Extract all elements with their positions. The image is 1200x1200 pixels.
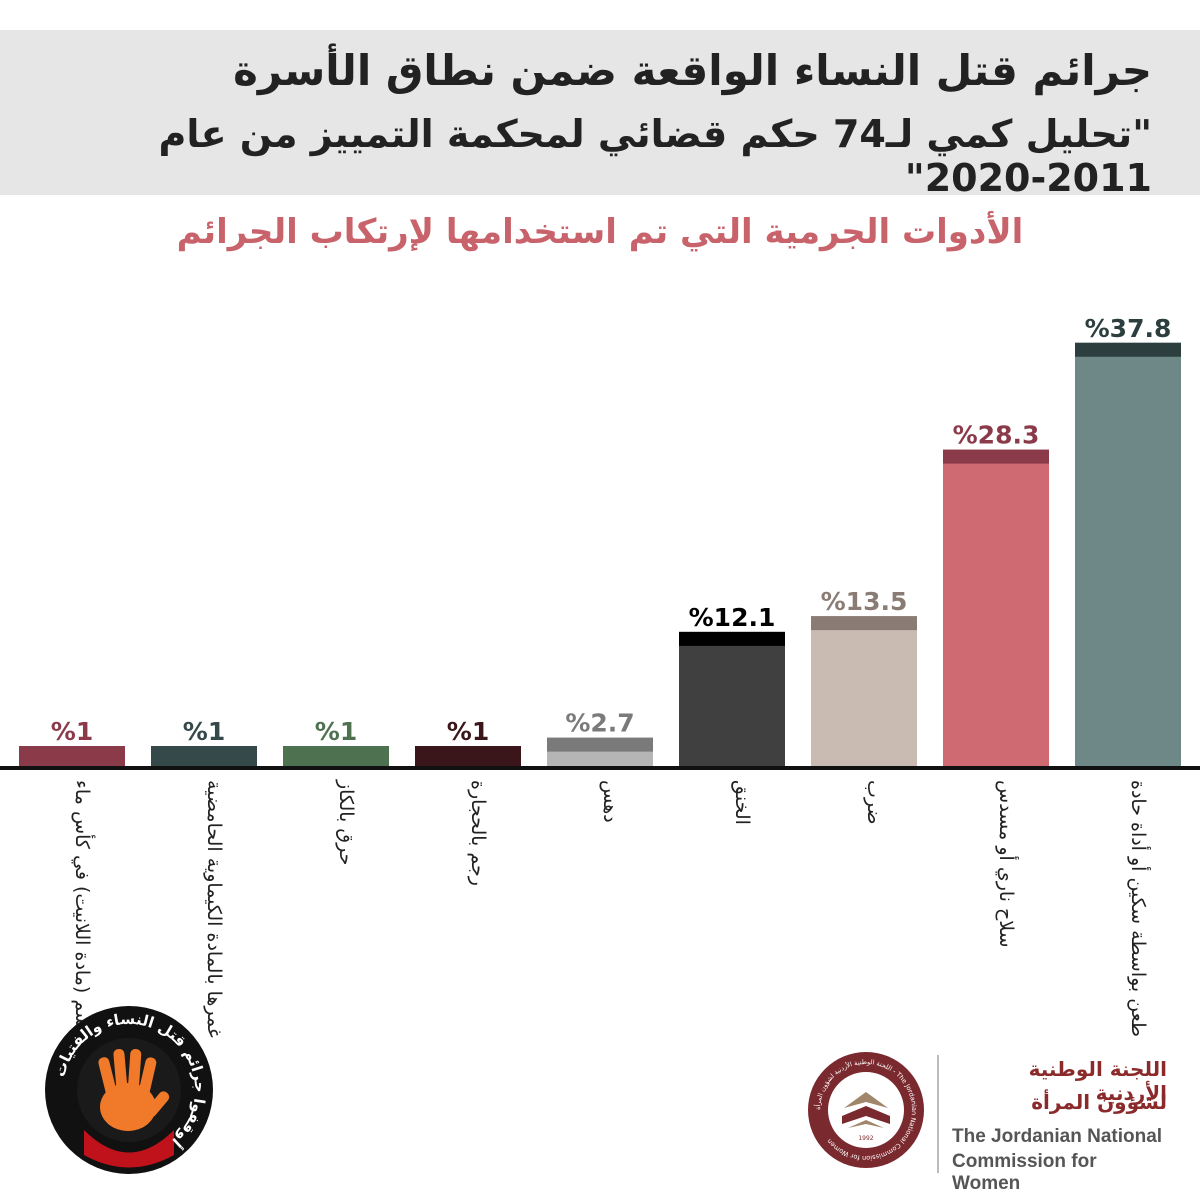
value-label-3: %1: [447, 717, 489, 746]
bar-6: [811, 616, 917, 768]
value-label-0: %1: [51, 717, 93, 746]
bar-cap-2: [283, 746, 389, 760]
value-label-4: %2.7: [565, 709, 634, 738]
value-label-5: %12.1: [689, 603, 776, 632]
chart-title: الأدوات الجرمية التي تم استخدامها لإرتكا…: [176, 212, 1024, 252]
bar-cap-3: [415, 746, 521, 760]
header-subtitle: "تحليل كمي لـ74 حكم قضائي لمحكمة التمييز…: [158, 112, 1153, 200]
hand-icon: [98, 1048, 170, 1131]
commission-name-ar-2: لشؤون المرأة: [1031, 1090, 1167, 1114]
bar-cap-6: [811, 616, 917, 631]
bar-cap-5: [679, 631, 785, 646]
bar-cap-1: [151, 746, 257, 760]
divider: [937, 1055, 939, 1173]
value-label-1: %1: [183, 717, 225, 746]
emblem-year: 1992: [858, 1135, 873, 1142]
bar-7: [943, 449, 1049, 768]
bar-5: [679, 631, 785, 768]
bar-cap-4: [547, 737, 653, 752]
campaign-badge-logo: أوقفوا جرائم قتل النساء والفتيات: [45, 1006, 213, 1174]
category-label-4: دهس: [599, 780, 621, 823]
value-label-2: %1: [315, 717, 357, 746]
bar-chart: %1 %1 %1 %1 %2.7 %12.1 %13.5 %28.3 %37.8: [0, 314, 1200, 770]
commission-name-en-2: Commission for Women: [952, 1151, 1097, 1194]
bar-cap-8: [1075, 342, 1181, 357]
category-label-5: الخنق: [731, 780, 753, 825]
value-label-7: %28.3: [953, 421, 1040, 450]
bar-cap-0: [19, 746, 125, 760]
category-label-2: حرق بالكاز: [335, 780, 357, 866]
commission-name-ar-1: اللجنة الوطنية الأردنية: [1028, 1057, 1167, 1105]
bar-8: [1075, 342, 1181, 768]
commission-name-en-1: The Jordanian National: [952, 1126, 1163, 1147]
bar-cap-7: [943, 449, 1049, 464]
header-title: جرائم قتل النساء الواقعة ضمن نطاق الأسرة: [233, 46, 1152, 95]
category-label-3: رجم بالحجارة: [467, 780, 489, 886]
header-band: [0, 30, 1200, 195]
value-label-6: %13.5: [821, 587, 908, 616]
value-label-8: %37.8: [1085, 314, 1172, 343]
commission-emblem-logo: 1992 اللجنة الوطنية الأردنية لشؤون المرأ…: [808, 1052, 924, 1168]
